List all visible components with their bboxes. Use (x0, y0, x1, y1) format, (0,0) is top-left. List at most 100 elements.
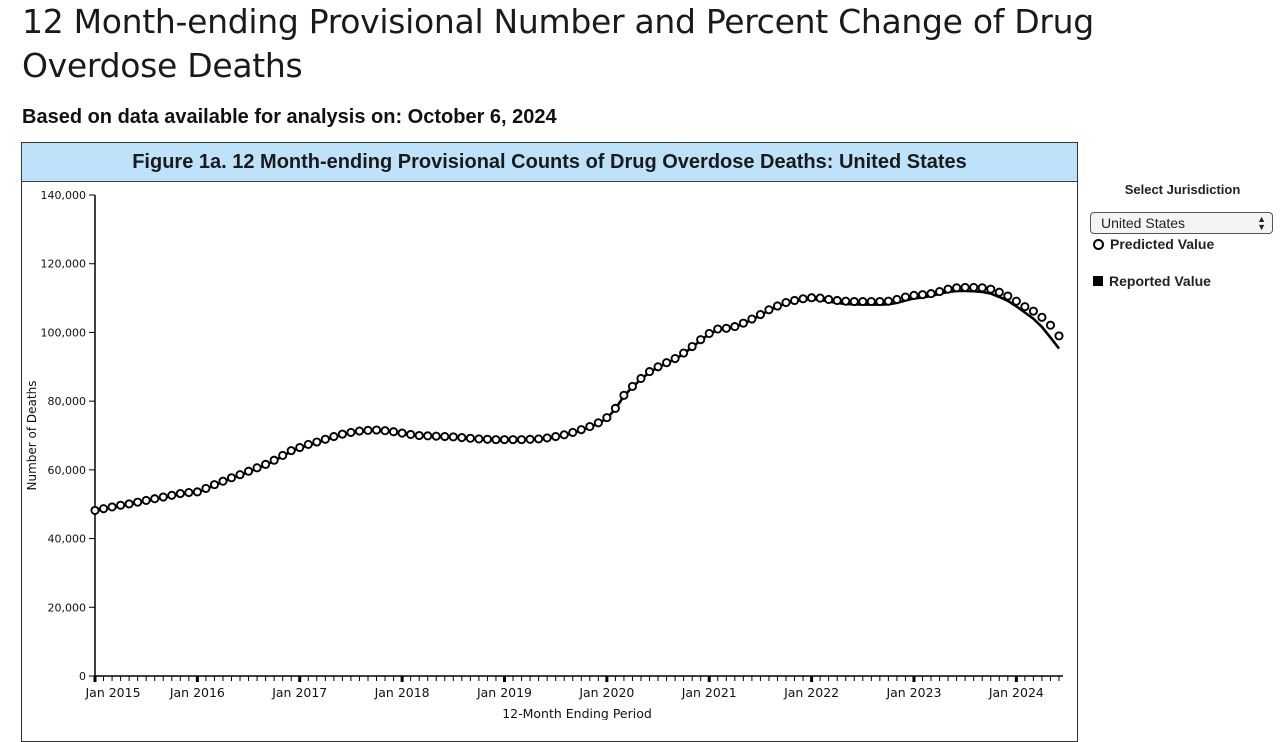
predicted-value-point (286, 446, 296, 456)
predicted-value-point (858, 296, 868, 307)
predicted-value-point (824, 294, 834, 304)
predicted-value-point (508, 435, 518, 445)
predicted-value-point (900, 292, 910, 302)
predicted-value-point (841, 296, 851, 306)
predicted-value-point (244, 466, 254, 476)
predicted-value-point (747, 314, 757, 324)
x-tick-label: Jan 2023 (885, 685, 941, 700)
y-tick-label: 120,000 (41, 258, 87, 271)
predicted-value-point (320, 434, 330, 444)
y-tick-label: 40,000 (48, 533, 87, 546)
predicted-value-point (883, 296, 893, 306)
predicted-value-point (653, 362, 663, 372)
predicted-value-point (482, 434, 492, 444)
predicted-value-point (721, 323, 731, 333)
predicted-value-point (789, 295, 800, 306)
predicted-value-point (593, 418, 603, 428)
predicted-value-point (619, 390, 629, 400)
predicted-value-point (1037, 312, 1047, 322)
predicted-value-point (679, 348, 689, 358)
predicted-value-point (627, 381, 638, 391)
select-arrows-icon: ▲ ▼ (1257, 214, 1266, 232)
predicted-value-point (124, 499, 134, 509)
predicted-value-point (798, 294, 808, 304)
predicted-value-point (329, 431, 339, 442)
predicted-value-point (764, 305, 774, 315)
predicted-value-point (448, 432, 458, 442)
predicted-value-point (158, 492, 168, 502)
jurisdiction-select-value: United States (1101, 215, 1186, 231)
figure-panel: Figure 1a. 12 Month-ending Provisional C… (21, 142, 1078, 742)
predicted-value-point (849, 296, 859, 307)
figure-title: Figure 1a. 12 Month-ending Provisional C… (22, 143, 1077, 182)
predicted-value-point (952, 283, 962, 293)
predicted-value-point (926, 289, 936, 299)
predicted-value-point (960, 282, 970, 292)
x-tick-label: Jan 2016 (169, 685, 225, 700)
predicted-value-point (406, 429, 416, 440)
predicted-value-point (687, 341, 697, 352)
x-tick-label: Jan 2024 (988, 685, 1044, 700)
predicted-value-point (491, 435, 501, 445)
predicted-value-point (917, 290, 928, 300)
x-tick-label: Jan 2018 (374, 685, 430, 700)
predicted-value-point (363, 425, 373, 435)
predicted-value-point (474, 434, 484, 444)
predicted-value-point (457, 433, 467, 443)
predicted-value-point (346, 427, 356, 437)
predicted-value-point (201, 483, 211, 493)
predicted-value-point (252, 463, 262, 473)
predicted-value-point (397, 428, 407, 438)
predicted-value-point (875, 296, 885, 307)
y-tick-label: 0 (79, 670, 86, 683)
predicted-value-point (909, 290, 919, 300)
x-tick-label: Jan 2020 (578, 685, 634, 700)
predicted-value-point (935, 286, 945, 297)
predicted-value-point (807, 293, 817, 303)
jurisdiction-label: Select Jurisdiction (1124, 182, 1241, 197)
data-date-subtitle: Based on data available for analysis on:… (22, 106, 557, 128)
predicted-value-point (116, 500, 126, 510)
y-axis-title: Number of Deaths (25, 381, 39, 491)
predicted-value-point (278, 450, 288, 460)
predicted-value-point (303, 439, 313, 449)
predicted-value-point (261, 459, 271, 469)
predicted-value-point (1045, 320, 1056, 330)
predicted-value-point (380, 426, 390, 436)
predicted-value-point (670, 353, 680, 364)
overdose-deaths-chart: 0 20,000 40,000 60,000 80,000 100,000 120,000 1… (25, 189, 1064, 720)
predicted-value-point (772, 301, 783, 311)
predicted-value-point (107, 502, 117, 512)
predicted-value-point (585, 422, 595, 432)
predicted-value-point (662, 358, 672, 368)
predicted-value-point (815, 293, 825, 303)
predicted-value-point (730, 322, 740, 332)
predicted-value-point (1020, 302, 1030, 312)
predicted-value-point (943, 284, 953, 294)
predicted-value-point (516, 435, 527, 445)
predicted-value-point (133, 497, 143, 507)
predicted-value-point (1028, 306, 1038, 316)
predicted-value-point (644, 367, 655, 377)
x-tick-label: Jan 2021 (681, 685, 737, 700)
x-tick-label: Jan 2017 (271, 685, 327, 700)
predicted-value-point (414, 430, 424, 441)
predicted-value-point (696, 335, 706, 345)
predicted-value-point (1011, 296, 1021, 306)
jurisdiction-select[interactable]: United States ▲ ▼ (1090, 212, 1273, 234)
predicted-value-point (969, 282, 979, 292)
x-tick-label: Jan 2015 (84, 685, 140, 700)
open-circle-icon (1093, 238, 1104, 250)
predicted-value-point (312, 437, 322, 447)
predicted-value-point (892, 294, 902, 304)
y-tick-label: 140,000 (41, 189, 87, 202)
predicted-value-point (713, 324, 723, 334)
predicted-value-point (423, 431, 433, 441)
predicted-value-point (602, 413, 612, 423)
legend-reported: Reported Value (1093, 273, 1275, 289)
predicted-value-point (389, 427, 399, 437)
predicted-value-point (90, 505, 100, 515)
y-tick-label: 60,000 (48, 464, 87, 477)
x-tick-label: Jan 2019 (476, 685, 532, 700)
predicted-value-point (269, 455, 279, 465)
